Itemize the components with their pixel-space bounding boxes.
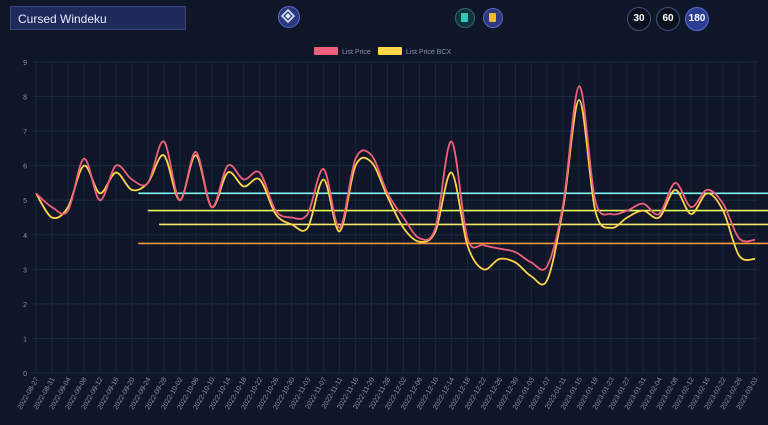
range-60-button[interactable]: 60 bbox=[656, 7, 680, 31]
range-180-button[interactable]: 180 bbox=[685, 7, 709, 31]
network-logo-icon[interactable] bbox=[278, 6, 300, 28]
series-line-list-price-bcx bbox=[35, 99, 756, 286]
y-tick-label: 3 bbox=[23, 267, 27, 274]
gold-token-button[interactable] bbox=[483, 8, 503, 28]
legend-swatch bbox=[314, 47, 338, 55]
y-tick-label: 9 bbox=[23, 60, 27, 67]
item-title: Cursed Windeku bbox=[10, 6, 186, 30]
y-tick-label: 5 bbox=[23, 198, 27, 205]
y-tick-label: 8 bbox=[23, 95, 27, 102]
teal-token-icon bbox=[461, 13, 468, 22]
legend-swatch bbox=[378, 47, 402, 55]
series-line-list-price bbox=[35, 85, 756, 271]
y-tick-label: 2 bbox=[23, 302, 27, 309]
y-tick-label: 4 bbox=[23, 233, 27, 240]
y-tick-label: 7 bbox=[23, 129, 27, 136]
range-30-button[interactable]: 30 bbox=[627, 7, 651, 31]
legend-label: List Price bbox=[342, 49, 371, 56]
legend-label: List Price BCX bbox=[406, 49, 451, 56]
y-tick-label: 6 bbox=[23, 164, 27, 171]
teal-token-button[interactable] bbox=[455, 8, 475, 28]
y-tick-label: 1 bbox=[23, 336, 27, 343]
y-tick-label: 0 bbox=[23, 371, 27, 378]
gold-token-icon bbox=[489, 13, 496, 22]
diamond-logo-icon bbox=[281, 9, 295, 23]
